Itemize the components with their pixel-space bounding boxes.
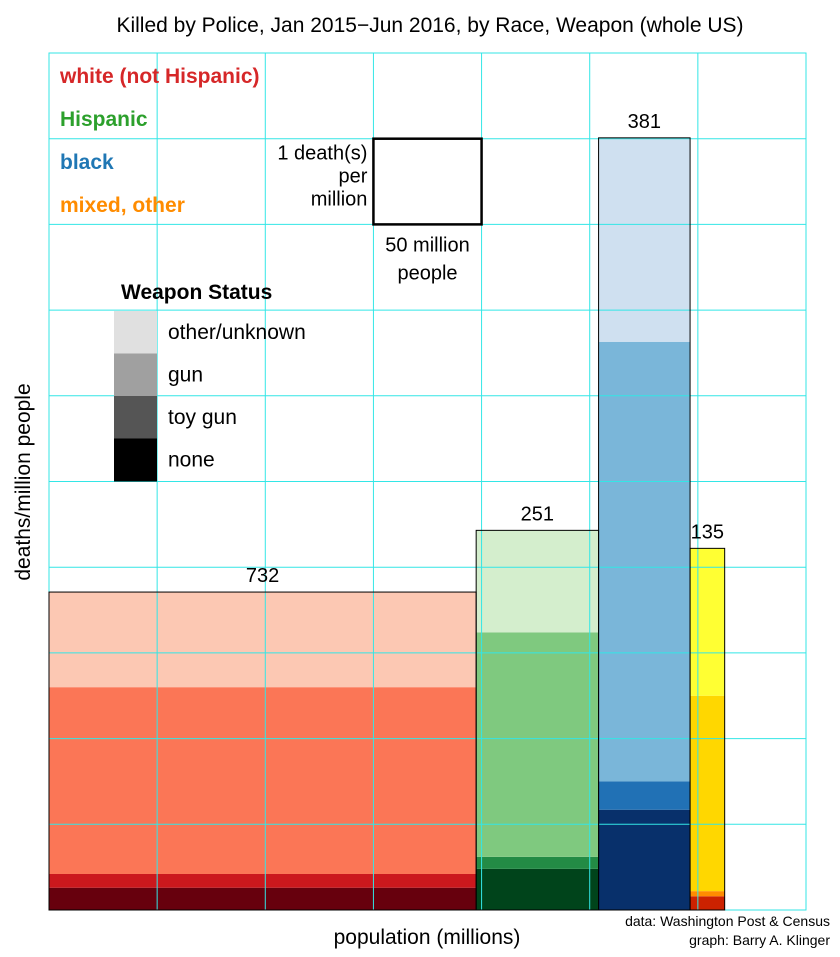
bar-segment-2-toy-gun — [476, 856, 599, 869]
bar-segment-1-gun — [49, 687, 477, 875]
scale-key-width-label-1: 50 million — [385, 234, 469, 256]
x-axis-label: population (millions) — [334, 926, 521, 949]
bar-segment-1-toy-gun — [49, 874, 477, 888]
legend-label-3: toy gun — [168, 406, 237, 429]
scale-key-box — [372, 137, 483, 226]
credit-line-1: data: Washington Post & Census — [625, 913, 830, 929]
y-axis-label: deaths/million people — [12, 383, 35, 580]
legend-label-1: other/unknown — [168, 321, 306, 344]
bars-layer — [49, 137, 725, 910]
bar-segment-4-other-unknown — [690, 548, 725, 696]
legend-swatch-3 — [114, 396, 157, 439]
bar-segment-3-other-unknown — [598, 137, 691, 342]
scale-key-height-label-3: million — [311, 189, 368, 211]
scale-key-height-label-1: 1 death(s) — [277, 143, 367, 165]
race-key-label-1: white (not Hispanic) — [59, 65, 260, 88]
bar-total-label-1: 732 — [246, 565, 279, 587]
bar-segment-3-none — [598, 809, 691, 910]
scale-key-width-label-2: people — [397, 262, 457, 284]
bar-segment-3-gun — [598, 341, 691, 782]
bar-total-label-3: 381 — [628, 111, 661, 133]
bar-segment-2-none — [476, 868, 599, 910]
legend-swatch-2 — [114, 353, 157, 397]
bar-segment-4-toy-gun — [690, 891, 725, 897]
bar-segment-3-toy-gun — [598, 781, 691, 810]
legend-title: Weapon Status — [121, 281, 272, 304]
legend-label-2: gun — [168, 364, 203, 387]
chart-title: Killed by Police, Jan 2015−Jun 2016, by … — [116, 14, 743, 37]
bar-segment-2-gun — [476, 632, 599, 857]
legend-label-4: none — [168, 449, 215, 472]
race-key-label-2: Hispanic — [60, 108, 148, 131]
bar-segment-1-none — [49, 887, 477, 910]
bar-segment-4-none — [690, 896, 725, 910]
scale-key-height-label-2: per — [339, 166, 368, 188]
race-key-label-4: mixed, other — [60, 194, 185, 217]
bar-total-label-2: 251 — [521, 503, 554, 525]
bar-segment-4-gun — [690, 695, 725, 892]
legend-swatch-4 — [114, 438, 157, 482]
text-layer: 732 251 381 135 Killed by Police, Jan 2015−J… — [12, 14, 830, 949]
outline-layer — [48, 137, 726, 911]
bar-outline-3 — [598, 137, 691, 911]
bar-total-label-4: 135 — [691, 521, 724, 543]
bar-segment-2-other-unknown — [476, 530, 599, 633]
credit-line-2: graph: Barry A. Klinger — [689, 932, 830, 948]
bar-outline-4 — [689, 547, 726, 911]
bar-segment-1-other-unknown — [49, 592, 477, 688]
legend-swatch-1 — [114, 311, 157, 354]
race-key-label-3: black — [60, 151, 114, 174]
